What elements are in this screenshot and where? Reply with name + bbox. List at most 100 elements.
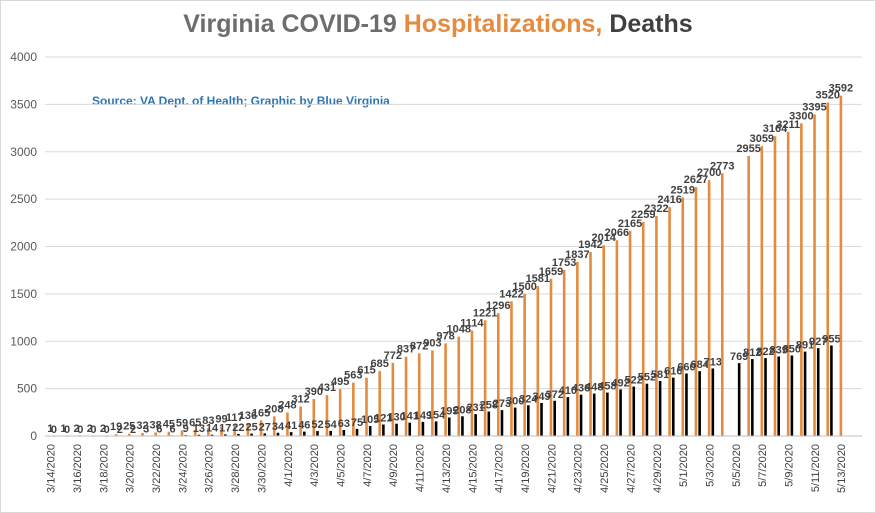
hospitalization-bar <box>813 114 816 436</box>
hospitalization-data-label: 3520 <box>815 89 839 101</box>
hospitalization-data-label: 208 <box>265 403 283 415</box>
death-bar <box>513 407 517 436</box>
hospitalization-data-label: 2 <box>100 423 106 435</box>
hospitalization-bar <box>154 432 157 436</box>
death-data-label: 63 <box>338 418 350 430</box>
hospitalization-data-label: 1659 <box>539 266 563 278</box>
x-tick-label: 3/22/2020 <box>151 444 163 493</box>
hospitalization-data-label: 2066 <box>605 227 629 239</box>
death-data-label: 927 <box>809 336 827 348</box>
death-bar <box>764 358 767 436</box>
hospitalization-data-label: 431 <box>318 382 336 394</box>
hospitalization-data-label: 59 <box>176 417 188 429</box>
death-bar <box>790 355 794 436</box>
x-tick-label: 5/9/2020 <box>784 444 796 487</box>
x-tick-label: 3/26/2020 <box>204 444 216 493</box>
death-data-label: 9 <box>183 423 189 435</box>
death-data-label: 448 <box>585 382 603 394</box>
hospitalization-bar <box>272 416 276 436</box>
death-bar <box>223 434 227 436</box>
x-tick-label: 4/25/2020 <box>599 444 611 493</box>
y-tick-label: 3000 <box>10 145 37 159</box>
death-data-label: 713 <box>704 356 722 368</box>
death-bar <box>500 410 504 436</box>
death-bar <box>382 424 385 436</box>
hospitalization-data-label: 2773 <box>710 160 734 172</box>
death-bar <box>316 431 319 436</box>
hospitalization-bar <box>193 429 197 436</box>
hospitalization-bar <box>681 197 685 436</box>
death-data-label: 75 <box>351 417 363 429</box>
hospitalization-data-label: 1048 <box>447 324 471 336</box>
hospitalization-bar <box>707 180 711 436</box>
hospitalization-bar <box>378 371 381 436</box>
death-data-label: 25 <box>245 422 257 434</box>
y-tick-label: 2500 <box>10 192 37 206</box>
death-data-label: 0 <box>90 424 96 436</box>
hospitalization-bar <box>668 207 671 436</box>
death-bar <box>447 417 451 436</box>
death-data-label: 891 <box>796 340 814 352</box>
death-data-label: 0 <box>77 424 83 436</box>
death-bar <box>421 421 425 436</box>
death-bar <box>408 422 412 436</box>
death-bar <box>329 430 332 436</box>
hospitalization-bar <box>220 426 223 436</box>
hospitalization-data-label: 978 <box>436 330 454 342</box>
hospitalization-data-label: 2 <box>74 423 80 435</box>
death-data-label: 27 <box>259 421 271 433</box>
hospitalization-bar <box>747 156 750 437</box>
hospitalization-bar <box>180 430 184 436</box>
hospitalization-data-label: 1296 <box>486 300 510 312</box>
hospitalization-data-label: 45 <box>163 419 175 431</box>
hospitalization-data-label: 1753 <box>552 257 576 269</box>
hospitalization-bar <box>404 356 408 436</box>
death-data-label: 300 <box>506 396 524 408</box>
death-data-label: 2 <box>130 424 136 436</box>
hospitalization-data-label: 117 <box>226 412 244 424</box>
x-tick-label: 4/5/2020 <box>335 444 347 487</box>
x-tick-label: 3/20/2020 <box>125 444 137 493</box>
hospitalization-data-label: 248 <box>278 400 296 412</box>
death-data-label: 273 <box>493 398 511 410</box>
y-tick-label: 0 <box>30 429 37 443</box>
hospitalization-bar <box>536 286 540 436</box>
hospitalization-bar <box>694 187 698 436</box>
x-tick-label: 5/13/2020 <box>836 444 848 493</box>
hospitalization-bar <box>576 261 579 436</box>
x-tick-label: 4/23/2020 <box>573 444 585 493</box>
hospitalization-bar <box>510 301 513 436</box>
hospitalization-bar <box>207 428 210 436</box>
x-tick-label: 4/21/2020 <box>546 444 558 493</box>
hospitalization-bar <box>589 251 592 436</box>
hospitalization-bar <box>431 350 434 436</box>
death-data-label: 0 <box>51 424 57 436</box>
hospitalization-data-label: 390 <box>305 386 323 398</box>
hospitalization-data-label: 495 <box>331 376 349 388</box>
hospitalization-bar <box>641 221 645 436</box>
death-bar <box>210 434 214 436</box>
death-data-label: 6 <box>156 423 162 435</box>
hospitalization-data-label: 903 <box>423 337 441 349</box>
death-data-label: 22 <box>232 422 244 434</box>
death-bar <box>803 351 807 436</box>
hospitalization-data-label: 38 <box>150 419 162 431</box>
chart-title: Virginia COVID-19 Hospitalizations, Deat… <box>0 10 876 39</box>
death-bar <box>342 430 346 436</box>
death-data-label: 812 <box>743 347 761 359</box>
x-tick-label: 4/29/2020 <box>652 444 664 493</box>
y-tick-label: 4000 <box>10 50 37 64</box>
death-data-label: 324 <box>519 393 538 405</box>
death-data-label: 552 <box>638 372 656 384</box>
death-bar <box>751 359 754 436</box>
x-tick-label: 5/5/2020 <box>731 444 743 487</box>
y-tick-label: 1500 <box>10 287 37 301</box>
death-bar <box>540 402 543 436</box>
hospitalization-bar <box>312 399 316 436</box>
death-bar <box>671 377 675 436</box>
death-data-label: 0 <box>64 424 70 436</box>
hospitalization-data-label: 3592 <box>829 83 853 95</box>
hospitalization-data-label: 1581 <box>526 273 550 285</box>
x-tick-label: 4/7/2020 <box>362 444 374 487</box>
